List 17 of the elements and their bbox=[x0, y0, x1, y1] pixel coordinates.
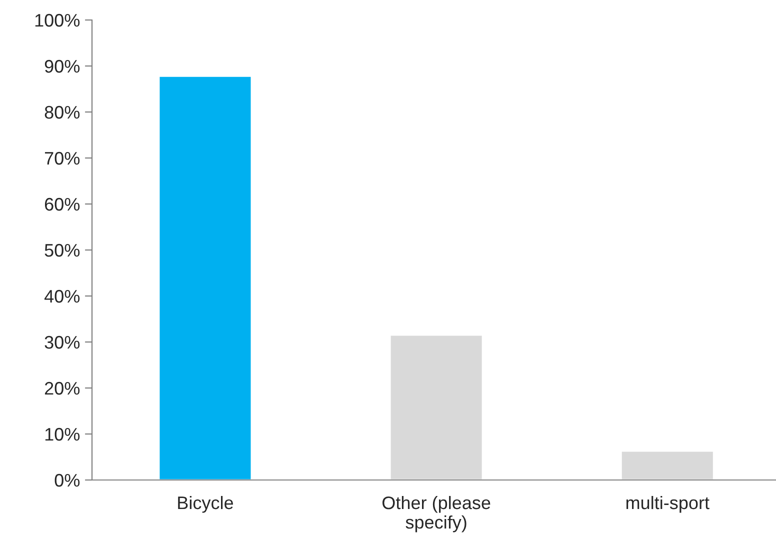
x-tick-label: Bicycle bbox=[178, 496, 234, 513]
y-tick-label: 10% bbox=[45, 428, 80, 441]
bar bbox=[158, 75, 252, 480]
y-tick-label: 30% bbox=[44, 336, 80, 349]
y-tick-label: 0% bbox=[54, 474, 80, 487]
y-tick-label: 100% bbox=[35, 14, 80, 27]
bar bbox=[389, 334, 484, 480]
x-tick-label: Other (please specify) bbox=[382, 496, 490, 532]
y-tick-label: 60% bbox=[44, 198, 80, 211]
y-tick-label: 70% bbox=[44, 152, 80, 165]
y-tick-label: 50% bbox=[44, 244, 80, 257]
y-tick-label: 80% bbox=[44, 106, 80, 119]
y-tick-label: 40% bbox=[44, 290, 80, 303]
bar bbox=[620, 450, 714, 480]
x-tick-label: multi-sport bbox=[626, 496, 710, 513]
y-tick-label: 20% bbox=[44, 382, 80, 395]
y-tick-label: 90% bbox=[44, 60, 80, 73]
